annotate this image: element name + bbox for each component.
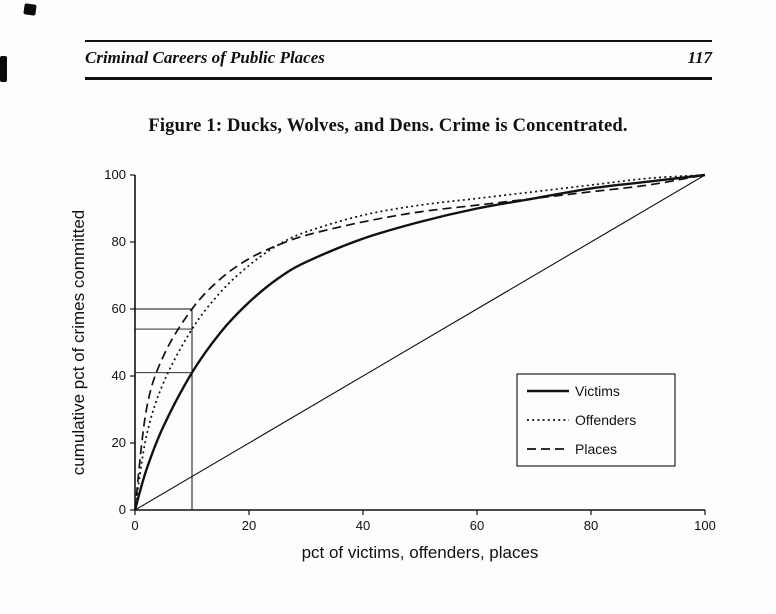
svg-text:60: 60 [470, 518, 484, 533]
page-number: 117 [687, 48, 712, 67]
svg-text:Offenders: Offenders [575, 412, 636, 428]
svg-text:pct of victims, offenders, pla: pct of victims, offenders, places [302, 543, 539, 562]
running-head: Criminal Careers of Public Places 117 [85, 48, 712, 68]
running-head-title: Criminal Careers of Public Places [85, 48, 325, 67]
svg-text:80: 80 [112, 234, 126, 249]
lorenz-curve-plot: 0 20 40 60 80 100 0 20 40 60 80 100 pct of victims, … [70, 167, 716, 562]
svg-text:20: 20 [242, 518, 256, 533]
svg-text:Victims: Victims [575, 383, 620, 399]
svg-text:100: 100 [104, 167, 126, 182]
header-rule-bottom [85, 77, 712, 80]
svg-text:40: 40 [356, 518, 370, 533]
svg-text:Places: Places [575, 441, 617, 457]
svg-text:0: 0 [131, 518, 138, 533]
svg-text:0: 0 [119, 502, 126, 517]
scan-artifact-left-edge [0, 56, 7, 82]
svg-text:60: 60 [112, 301, 126, 316]
header-rule-top [85, 40, 712, 42]
crime-concentration-chart: 0 20 40 60 80 100 0 20 40 60 80 100 pct of victims, … [70, 150, 730, 590]
svg-text:80: 80 [584, 518, 598, 533]
svg-text:cumulative pct of crimes commi: cumulative pct of crimes committed [70, 210, 88, 475]
svg-text:40: 40 [112, 368, 126, 383]
scan-artifact-top-left [23, 3, 37, 16]
svg-text:20: 20 [112, 435, 126, 450]
svg-text:100: 100 [694, 518, 716, 533]
figure-title: Figure 1: Ducks, Wolves, and Dens. Crime… [148, 116, 628, 136]
